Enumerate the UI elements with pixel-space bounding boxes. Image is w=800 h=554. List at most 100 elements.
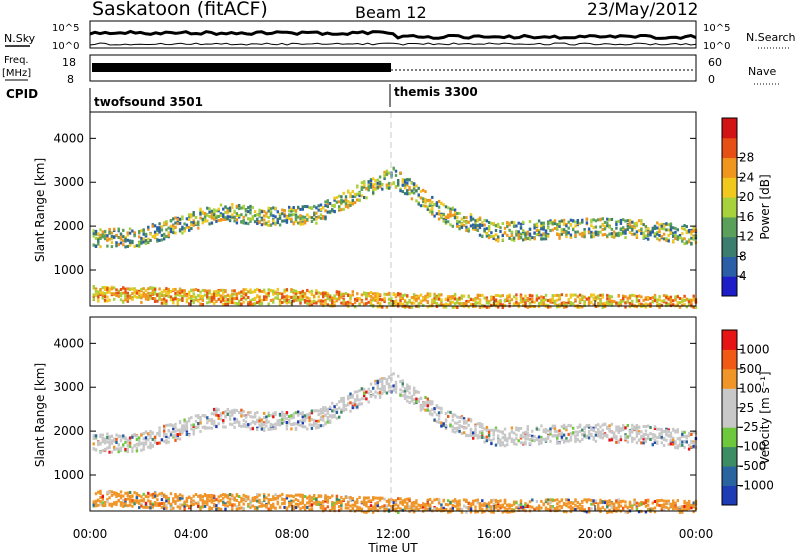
data-cell xyxy=(558,220,561,224)
data-cell xyxy=(101,504,104,508)
data-cell xyxy=(322,406,325,410)
data-cell xyxy=(353,502,357,506)
data-cell xyxy=(144,242,148,246)
data-cell xyxy=(551,424,554,428)
data-cell xyxy=(394,501,398,505)
data-cell xyxy=(167,436,170,440)
data-cell xyxy=(597,434,600,438)
data-cell xyxy=(456,415,459,419)
data-cell xyxy=(247,425,250,429)
data-cell xyxy=(581,428,584,432)
data-cell xyxy=(301,411,304,415)
data-cell xyxy=(653,234,657,238)
data-cell xyxy=(183,292,186,296)
data-cell xyxy=(467,229,470,233)
data-cell xyxy=(449,302,452,306)
data-cell xyxy=(160,228,164,232)
data-cell xyxy=(217,293,220,297)
data-cell xyxy=(183,420,186,424)
data-cell xyxy=(494,303,498,307)
data-cell xyxy=(617,294,620,298)
data-cell xyxy=(372,188,375,192)
data-cell xyxy=(94,434,98,438)
data-cell xyxy=(126,294,129,298)
data-cell xyxy=(369,185,373,189)
data-cell xyxy=(628,231,632,234)
data-cell xyxy=(478,223,482,227)
data-cell xyxy=(160,294,164,297)
data-cell xyxy=(458,220,461,224)
data-cell xyxy=(292,499,295,503)
data-cell xyxy=(185,504,189,508)
data-cell xyxy=(540,298,543,302)
data-cell xyxy=(310,507,314,511)
data-cell xyxy=(453,427,457,430)
data-cell xyxy=(549,300,552,304)
data-cell xyxy=(376,181,379,185)
data-cell xyxy=(301,297,304,301)
data-cell xyxy=(610,438,614,442)
data-cell xyxy=(433,300,436,304)
data-cell xyxy=(440,506,443,510)
data-cell xyxy=(106,498,109,502)
data-cell xyxy=(576,219,579,222)
data-cell xyxy=(92,285,95,289)
data-cell xyxy=(228,503,232,506)
y-tick-label: 4000 xyxy=(53,131,84,145)
data-cell xyxy=(108,290,111,294)
data-cell xyxy=(401,508,404,512)
data-cell xyxy=(342,292,345,296)
data-cell xyxy=(347,205,350,209)
data-cell xyxy=(658,230,661,234)
data-cell xyxy=(576,221,579,224)
data-cell xyxy=(583,230,586,234)
data-cell xyxy=(247,412,250,416)
data-cell xyxy=(435,420,439,424)
data-cell xyxy=(458,499,461,503)
data-cell xyxy=(219,294,223,298)
data-cell xyxy=(135,500,139,504)
data-cell xyxy=(97,236,100,240)
data-cell xyxy=(99,289,102,293)
data-cell xyxy=(360,402,364,406)
data-cell xyxy=(151,437,154,441)
data-cell xyxy=(228,215,232,219)
data-cell xyxy=(199,498,202,502)
data-cell xyxy=(274,497,277,501)
data-cell xyxy=(594,231,598,235)
data-cell xyxy=(372,496,375,500)
data-cell xyxy=(460,296,464,300)
data-cell xyxy=(528,232,532,236)
data-cell xyxy=(631,225,634,228)
data-cell xyxy=(242,288,245,292)
data-cell xyxy=(163,424,166,428)
data-cell xyxy=(642,435,645,439)
data-cell xyxy=(651,436,654,440)
data-cell xyxy=(522,441,525,445)
data-cell xyxy=(401,500,404,504)
data-cell xyxy=(131,504,134,508)
data-cell xyxy=(531,429,534,433)
data-cell xyxy=(576,305,579,309)
data-cell xyxy=(340,507,343,511)
data-cell xyxy=(208,495,211,499)
data-cell xyxy=(199,209,202,213)
data-cell xyxy=(281,502,284,506)
data-cell xyxy=(335,494,339,498)
data-cell xyxy=(494,500,498,504)
data-cell xyxy=(124,498,127,501)
data-cell xyxy=(174,221,177,225)
data-cell xyxy=(310,303,314,307)
data-cell xyxy=(213,301,216,305)
data-cell xyxy=(378,175,382,179)
data-cell xyxy=(147,432,150,436)
data-cell xyxy=(324,217,327,221)
data-cell xyxy=(190,213,193,217)
data-cell xyxy=(115,447,118,451)
data-cell xyxy=(408,391,411,395)
data-cell xyxy=(415,390,418,393)
data-cell xyxy=(167,231,170,235)
data-cell xyxy=(319,292,323,296)
data-cell xyxy=(683,440,686,443)
data-cell xyxy=(351,503,354,507)
